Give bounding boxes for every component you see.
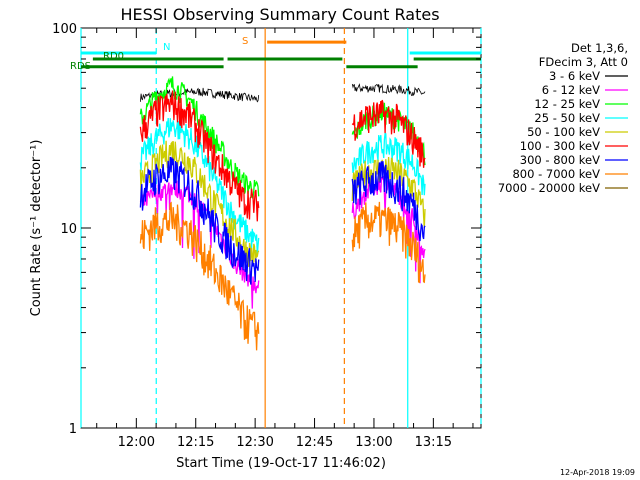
series-300-800kev-line <box>351 161 426 242</box>
y-axis-label: Count Rate (s⁻¹ detector⁻¹) <box>29 140 44 317</box>
series-50-100kev-line <box>351 156 426 229</box>
legend-entry-label: 3 - 6 keV <box>549 69 600 83</box>
legend-entry-label: 7000 - 20000 keV <box>498 181 600 195</box>
flag-bars: N RD0 RDS S <box>70 36 481 72</box>
series-3-6kev-line <box>140 87 260 103</box>
footer-date: 12-Apr-2018 19:09 <box>560 468 635 477</box>
series-layer <box>139 76 426 351</box>
legend-entry-label: 6 - 12 keV <box>542 83 600 97</box>
legend-entry-label: 300 - 800 keV <box>520 153 600 167</box>
legend-entry-label: 12 - 25 keV <box>534 97 600 111</box>
series-800-7000kev-line <box>351 201 426 284</box>
y-tick-label: 1 <box>69 422 77 437</box>
chart-title: HESSI Observing Summary Count Rates <box>120 5 439 24</box>
x-tick-label: 13:00 <box>355 435 392 450</box>
y-axis-ticks: 1 10 100 <box>52 22 481 437</box>
flag-label-rd0: RD0 <box>103 51 124 62</box>
x-tick-label: 12:15 <box>177 435 214 450</box>
y-tick-label: 10 <box>60 222 77 237</box>
legend-entry-label: 100 - 300 keV <box>520 139 600 153</box>
x-tick-label: 12:45 <box>296 435 333 450</box>
legend-entry-label: 25 - 50 keV <box>534 111 600 125</box>
x-axis-label: Start Time (19-Oct-17 11:46:02) <box>176 456 386 471</box>
series-800-7000kev-line <box>139 201 260 351</box>
series-100-300kev-line <box>139 90 260 222</box>
x-tick-label: 13:15 <box>415 435 452 450</box>
legend-header-detectors: Det 1,3,6, <box>571 41 628 55</box>
x-tick-label: 12:30 <box>236 435 273 450</box>
legend-entry-label: 50 - 100 keV <box>527 125 600 139</box>
series-100-300kev-line <box>351 99 426 168</box>
y-tick-label: 100 <box>52 22 77 37</box>
x-axis-ticks: 12:00 12:15 12:30 12:45 13:00 13:15 <box>96 28 474 450</box>
series-300-800kev-line <box>139 156 260 285</box>
x-tick-label: 12:00 <box>118 435 155 450</box>
series-3-6kev-line <box>351 83 426 97</box>
legend-entry-label: 800 - 7000 keV <box>512 167 600 181</box>
legend-header-decimation: FDecim 3, Att 0 <box>539 55 628 69</box>
flag-label-rds: RDS <box>70 61 91 72</box>
series-25-50kev-line <box>139 117 260 255</box>
series-25-50kev-line <box>351 132 426 196</box>
flag-label-n: N <box>163 42 170 53</box>
flag-label-s: S <box>242 36 248 47</box>
